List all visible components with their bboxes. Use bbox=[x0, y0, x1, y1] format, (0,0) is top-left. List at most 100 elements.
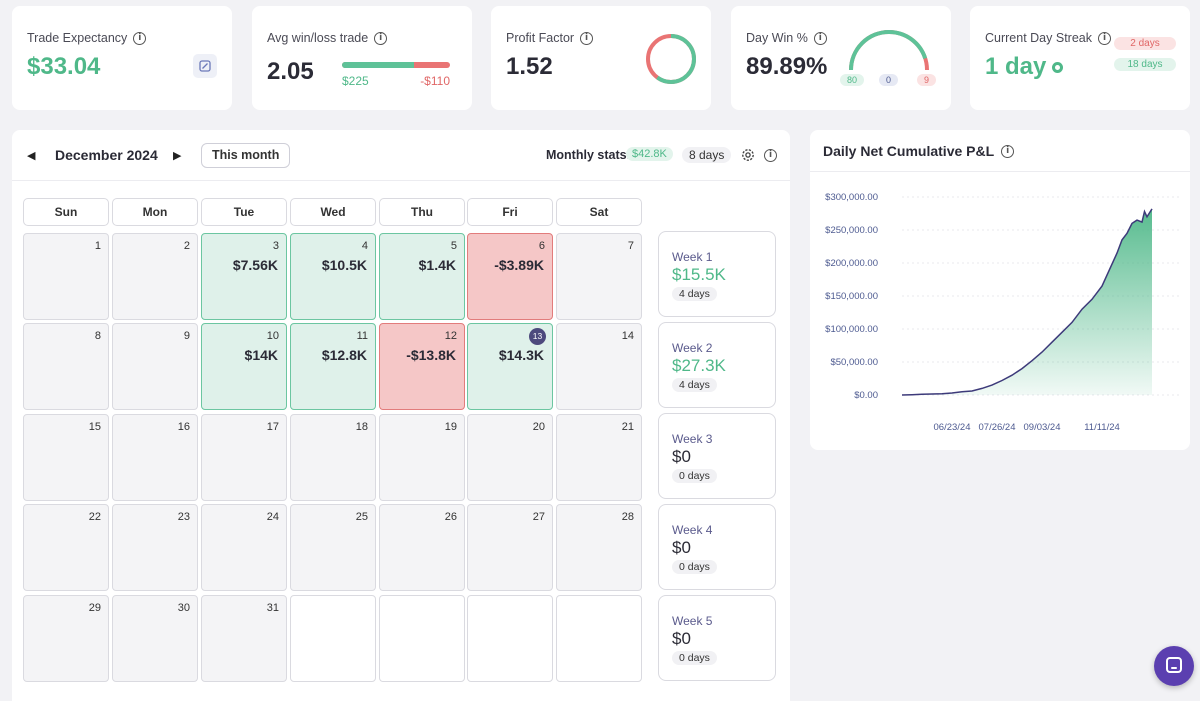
day-number: 16 bbox=[177, 421, 190, 433]
weekday-header-tue: Tue bbox=[201, 198, 287, 226]
calendar-day-25[interactable]: 25 bbox=[290, 504, 376, 591]
calculator-icon[interactable] bbox=[193, 54, 217, 78]
info-icon[interactable]: i bbox=[133, 31, 147, 45]
calendar-day-empty bbox=[467, 595, 553, 682]
day-number: 27 bbox=[532, 511, 545, 523]
week-pnl-value: $0 bbox=[672, 538, 691, 557]
calendar-day-31[interactable]: 31 bbox=[201, 595, 287, 682]
week-summary-2[interactable]: Week 2 $27.3K 4 days bbox=[658, 322, 776, 408]
day-pnl-value: -$13.8K bbox=[406, 347, 456, 363]
day-number: 29 bbox=[88, 602, 101, 614]
calendar-day-16[interactable]: 16 bbox=[112, 414, 198, 501]
day-win-value: 89.89% bbox=[746, 53, 828, 80]
calendar-day-13[interactable]: 13 $14.3K bbox=[467, 323, 553, 410]
info-icon[interactable]: i bbox=[764, 149, 777, 162]
stat-card-trade-expectancy: Trade Expectancy i $33.04 bbox=[12, 6, 232, 110]
calendar-day-3[interactable]: 3 $7.56K bbox=[201, 233, 287, 320]
calendar-day-10[interactable]: 10 $14K bbox=[201, 323, 287, 410]
losing-days-count: 9 bbox=[917, 74, 937, 86]
profit-factor-value: 1.52 bbox=[506, 53, 553, 80]
calendar-day-22[interactable]: 22 bbox=[23, 504, 109, 591]
y-tick-label: $0.00 bbox=[854, 390, 878, 401]
day-number: 19 bbox=[444, 421, 457, 433]
calendar-day-2[interactable]: 2 bbox=[112, 233, 198, 320]
calendar-day-18[interactable]: 18 bbox=[290, 414, 376, 501]
next-month-arrow-icon[interactable]: ▶ bbox=[173, 150, 182, 162]
calendar-day-11[interactable]: 11 $12.8K bbox=[290, 323, 376, 410]
week-summary-5[interactable]: Week 5 $0 0 days bbox=[658, 595, 776, 681]
weekday-header-thu: Thu bbox=[379, 198, 465, 226]
pnl-area-fill bbox=[902, 208, 1152, 395]
calendar-day-4[interactable]: 4 $10.5K bbox=[290, 233, 376, 320]
prev-month-arrow-icon[interactable]: ◀ bbox=[27, 150, 36, 162]
calendar-day-27[interactable]: 27 bbox=[467, 504, 553, 591]
profit-factor-title: Profit Factor i bbox=[506, 31, 594, 45]
stat-card-profit-factor: Profit Factor i 1.52 bbox=[491, 6, 711, 110]
day-number: 31 bbox=[266, 602, 279, 614]
calendar-day-14[interactable]: 14 bbox=[556, 323, 642, 410]
calendar-day-24[interactable]: 24 bbox=[201, 504, 287, 591]
calendar-day-6[interactable]: 6 -$3.89K bbox=[467, 233, 553, 320]
monthly-stats-label: Monthly stats: bbox=[546, 148, 631, 162]
chat-launcher-button[interactable] bbox=[1154, 646, 1194, 686]
day-number: 6 bbox=[538, 240, 545, 252]
calendar-day-26[interactable]: 26 bbox=[379, 504, 465, 591]
pnl-series-line[interactable] bbox=[901, 208, 1153, 396]
day-number: 30 bbox=[177, 602, 190, 614]
avg-win-loss-value: 2.05 bbox=[267, 58, 314, 85]
avg-win-loss-title: Avg win/loss trade i bbox=[267, 31, 388, 45]
x-tick-label: 09/03/24 bbox=[1024, 422, 1061, 433]
day-number: 21 bbox=[621, 421, 634, 433]
calendar-day-9[interactable]: 9 bbox=[112, 323, 198, 410]
info-icon[interactable]: i bbox=[813, 31, 827, 45]
win-portion-bar bbox=[342, 62, 415, 68]
calendar-day-30[interactable]: 30 bbox=[112, 595, 198, 682]
calendar-day-empty bbox=[379, 595, 465, 682]
monthly-days-badge: 8 days bbox=[682, 147, 732, 163]
weekday-header-sat: Sat bbox=[556, 198, 642, 226]
monthly-pnl-badge: $42.8K bbox=[626, 147, 673, 161]
calendar-day-1[interactable]: 1 bbox=[23, 233, 109, 320]
info-icon[interactable]: i bbox=[1001, 144, 1015, 158]
calendar-day-8[interactable]: 8 bbox=[23, 323, 109, 410]
calendar-day-5[interactable]: 5 $1.4K bbox=[379, 233, 465, 320]
this-month-button[interactable]: This month bbox=[201, 143, 291, 168]
calendar-day-empty bbox=[290, 595, 376, 682]
info-icon[interactable]: i bbox=[580, 31, 594, 45]
calendar-day-23[interactable]: 23 bbox=[112, 504, 198, 591]
chart-title-row: Daily Net Cumulative P&L i bbox=[823, 143, 1015, 159]
day-number: 11 bbox=[356, 330, 368, 342]
calendar-day-12[interactable]: 12 -$13.8K bbox=[379, 323, 465, 410]
calendar-day-19[interactable]: 19 bbox=[379, 414, 465, 501]
y-tick-label: $200,000.00 bbox=[825, 258, 878, 269]
week-label: Week 5 bbox=[672, 614, 713, 628]
week-summary-3[interactable]: Week 3 $0 0 days bbox=[658, 413, 776, 499]
week-summary-4[interactable]: Week 4 $0 0 days bbox=[658, 504, 776, 590]
day-number: 7 bbox=[627, 240, 634, 252]
x-tick-label: 07/26/24 bbox=[979, 422, 1016, 433]
winning-days-count: 80 bbox=[840, 74, 865, 86]
info-icon[interactable]: i bbox=[374, 31, 388, 45]
calendar-day-21[interactable]: 21 bbox=[556, 414, 642, 501]
calendar-day-7[interactable]: 7 bbox=[556, 233, 642, 320]
y-tick-label: $300,000.00 bbox=[825, 192, 878, 203]
day-pnl-value: $14.3K bbox=[498, 347, 544, 363]
calendar-day-29[interactable]: 29 bbox=[23, 595, 109, 682]
week-trading-days: 4 days bbox=[672, 378, 717, 392]
info-icon[interactable]: i bbox=[1097, 31, 1111, 45]
stat-card-day-streak: Current Day Streak i 1 day 2 days 18 day… bbox=[970, 6, 1190, 110]
calendar-day-20[interactable]: 20 bbox=[467, 414, 553, 501]
day-number: 1 bbox=[94, 240, 101, 252]
day-number: 25 bbox=[355, 511, 368, 523]
settings-gear-icon[interactable] bbox=[740, 147, 756, 163]
day-number: 12 bbox=[444, 330, 457, 342]
avg-loss-amount: -$110 bbox=[420, 74, 450, 88]
calendar-day-17[interactable]: 17 bbox=[201, 414, 287, 501]
breakeven-days-count: 0 bbox=[879, 74, 899, 86]
calendar-day-15[interactable]: 15 bbox=[23, 414, 109, 501]
week-summary-1[interactable]: Week 1 $15.5K 4 days bbox=[658, 231, 776, 317]
day-number: 20 bbox=[532, 421, 545, 433]
day-number: 17 bbox=[266, 421, 279, 433]
calendar-day-28[interactable]: 28 bbox=[556, 504, 642, 591]
day-number: 26 bbox=[444, 511, 457, 523]
